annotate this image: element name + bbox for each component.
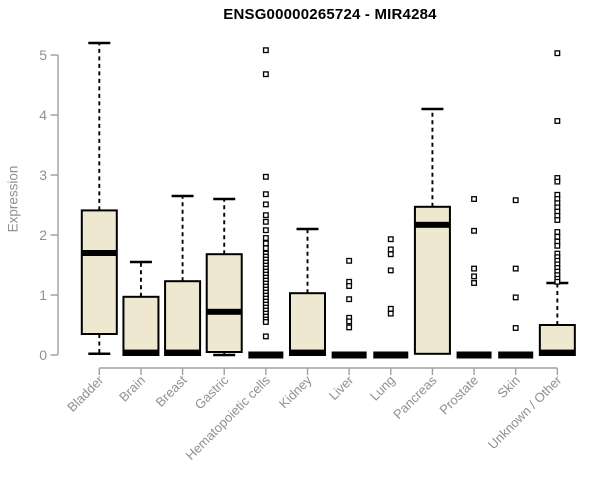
outlier-point [262,333,269,340]
box-brain [122,295,160,356]
outlier-point [262,191,269,198]
median-line [123,349,159,356]
median-line [290,349,325,356]
median-line [539,349,575,356]
y-tick-label: 1 [39,287,47,303]
outlier-point [554,50,561,57]
y-tick-label: 4 [39,107,47,123]
outlier-point [262,319,269,325]
outlier-point [346,318,353,325]
outlier-point [387,236,394,243]
outlier-point [512,325,519,331]
collapsed-box-prostate [456,351,492,359]
outlier-point [262,235,269,241]
outlier-point [471,280,478,286]
y-tick-label: 5 [39,47,47,63]
outlier-point [346,283,353,289]
outlier-point [554,217,561,223]
x-tick-label: Skin [494,373,522,401]
median-line [165,349,201,356]
median-line [81,250,117,256]
outlier-point [262,173,269,180]
outlier-point [471,227,478,234]
outlier-point [387,305,394,312]
outlier-point [512,197,519,204]
x-tick-label: Liver [326,372,357,403]
box-gastric [205,253,243,353]
outlier-point [387,246,394,253]
outlier-point [554,242,561,249]
outlier-point [346,324,353,331]
outlier-point [471,196,478,202]
chart-title: ENSG00000265724 - MIR4284 [223,6,437,23]
outlier-point [262,201,269,208]
box-breast [164,280,202,357]
outlier-point [262,47,269,54]
collapsed-box-lung [373,351,409,359]
x-tick-label: Bladder [64,372,107,415]
outlier-point [346,296,353,303]
outlier-point [554,178,561,185]
collapsed-box-skin [498,351,534,359]
outlier-point [471,265,478,272]
box-pancreas [413,205,451,355]
outlier-point [512,265,519,272]
x-tick-label: Kidney [276,372,315,411]
collapsed-box-hematopoietic-cells [248,351,284,359]
outlier-point [346,257,353,264]
outlier-point [554,229,561,235]
x-tick-label: Prostate [436,373,481,418]
y-tick-label: 2 [39,227,47,243]
collapsed-box-liver [331,351,367,359]
y-tick-label: 3 [39,167,47,183]
box-bladder [80,209,118,335]
outlier-point [387,310,394,317]
outlier-point [262,240,269,247]
outlier-point [262,227,269,234]
outlier-point [262,245,269,252]
outlier-point [262,218,269,225]
y-tick-label: 0 [39,347,47,363]
outlier-point [387,267,394,274]
outlier-point [512,294,519,301]
outlier-point [471,273,478,280]
box-kidney [289,292,326,357]
x-tick-label: Breast [153,372,190,409]
outlier-point [554,233,561,240]
outlier-point [262,71,269,78]
x-tick-label: Lung [367,373,398,404]
outlier-point [262,212,269,219]
x-tick-label: Brain [116,373,148,405]
median-line [206,308,242,315]
x-tick-label: Pancreas [390,372,440,422]
median-line [414,221,450,228]
x-tick-label: Gastric [192,372,232,412]
outlier-point [387,251,394,258]
x-tick-label: Unknown / Other [485,372,565,452]
outlier-point [554,278,561,285]
outlier-point [554,118,561,124]
